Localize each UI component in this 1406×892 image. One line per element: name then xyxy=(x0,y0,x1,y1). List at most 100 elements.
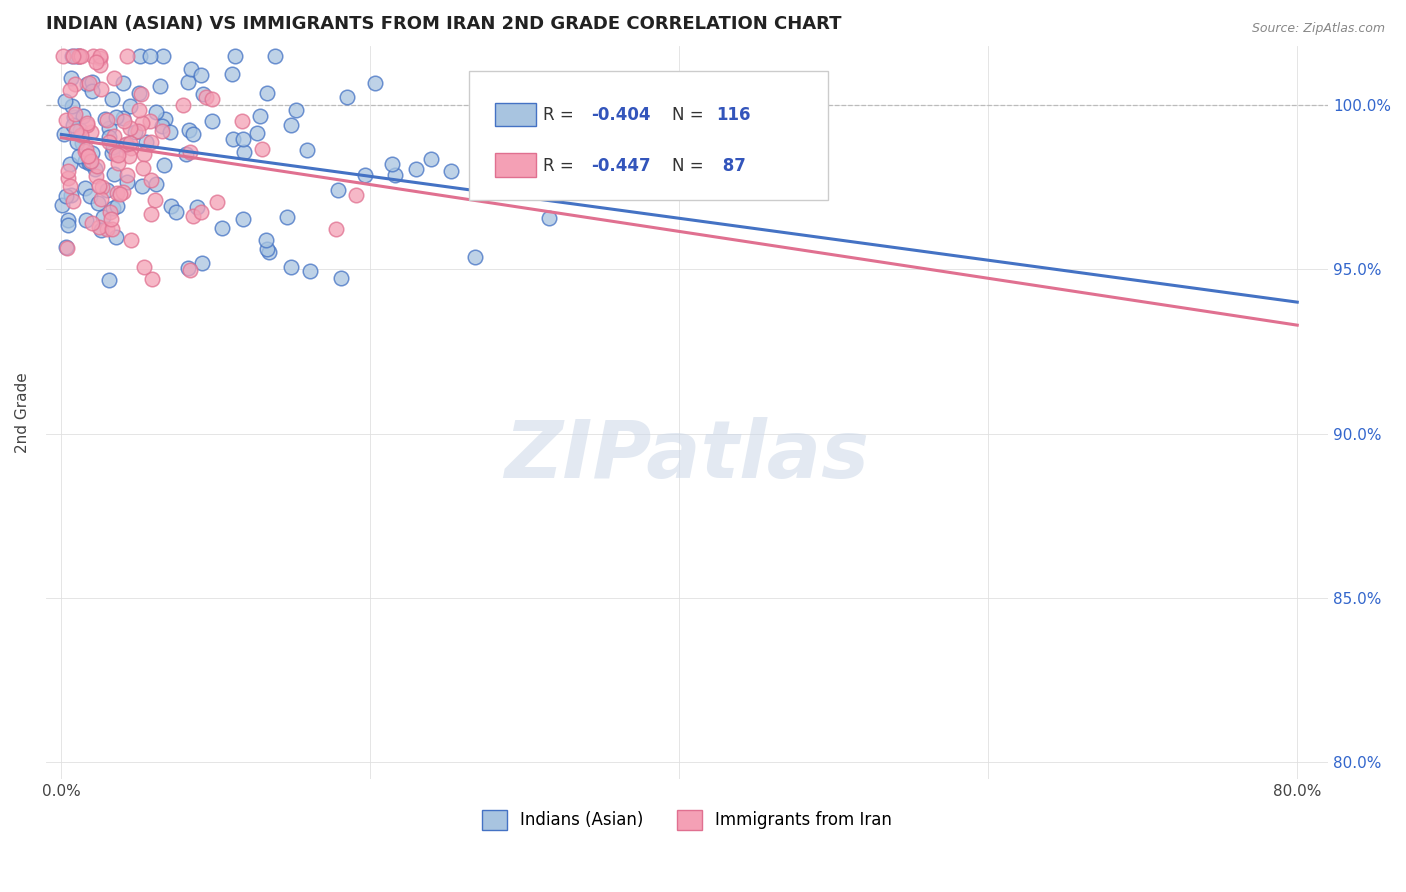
Point xyxy=(153,158,176,172)
Point xyxy=(59,83,82,97)
Point xyxy=(98,121,121,136)
Point xyxy=(118,121,141,136)
Point xyxy=(67,48,90,62)
Point xyxy=(79,189,101,203)
Point xyxy=(103,140,125,154)
Point xyxy=(118,136,141,150)
Point xyxy=(55,240,77,254)
Point xyxy=(56,218,79,232)
Point xyxy=(129,87,152,102)
Text: -0.447: -0.447 xyxy=(591,157,651,175)
Point xyxy=(77,149,100,163)
Point xyxy=(69,48,91,62)
Point xyxy=(246,126,269,140)
Text: N =: N = xyxy=(672,106,709,124)
Point xyxy=(82,215,104,229)
Point xyxy=(114,138,136,153)
Point xyxy=(118,99,141,113)
Point xyxy=(152,48,174,62)
Point xyxy=(84,169,107,183)
Point xyxy=(128,87,150,101)
Point xyxy=(232,211,254,226)
Point xyxy=(201,113,224,128)
Point xyxy=(55,113,77,128)
Point xyxy=(190,204,212,219)
Point xyxy=(90,193,112,207)
Point xyxy=(79,156,101,170)
Point xyxy=(83,162,105,177)
Text: R =: R = xyxy=(544,106,579,124)
Point xyxy=(76,116,98,130)
Point xyxy=(56,241,79,255)
Point xyxy=(353,168,375,182)
Point xyxy=(59,157,82,171)
Point xyxy=(62,194,84,208)
Point xyxy=(105,199,128,213)
Point xyxy=(132,161,155,176)
Point xyxy=(96,183,118,197)
Point xyxy=(295,143,318,157)
Point xyxy=(112,76,135,90)
Point xyxy=(221,67,243,81)
Point xyxy=(172,98,194,112)
Point xyxy=(326,183,349,197)
Point xyxy=(160,199,183,213)
Point xyxy=(56,213,79,227)
Point xyxy=(97,135,120,149)
Point xyxy=(149,78,172,93)
Point xyxy=(89,57,111,71)
Point xyxy=(89,51,111,65)
Point xyxy=(72,136,94,150)
Point xyxy=(73,154,96,169)
Point xyxy=(59,178,82,193)
Point xyxy=(82,48,104,62)
Point xyxy=(190,68,212,82)
Point xyxy=(66,135,89,149)
Text: 116: 116 xyxy=(717,106,751,124)
Point xyxy=(65,48,87,62)
Point xyxy=(76,118,98,132)
Point xyxy=(79,154,101,169)
Point xyxy=(105,147,128,161)
Point xyxy=(60,99,83,113)
Point xyxy=(280,118,302,132)
Point xyxy=(139,173,162,187)
Point xyxy=(82,84,104,98)
Point xyxy=(254,233,277,247)
Point xyxy=(107,147,129,161)
Point xyxy=(90,223,112,237)
Legend: Indians (Asian), Immigrants from Iran: Indians (Asian), Immigrants from Iran xyxy=(475,803,898,837)
Point xyxy=(51,198,73,212)
Point xyxy=(79,153,101,168)
Point xyxy=(55,189,77,203)
Point xyxy=(132,260,155,274)
Point xyxy=(519,90,541,104)
Point xyxy=(139,114,162,128)
Point xyxy=(257,244,280,259)
Point xyxy=(65,123,87,137)
Point xyxy=(105,230,128,244)
Point xyxy=(139,48,162,62)
Point xyxy=(177,75,200,89)
Text: -0.404: -0.404 xyxy=(591,106,651,124)
Point xyxy=(111,111,134,125)
Point xyxy=(53,94,76,108)
Point xyxy=(177,260,200,275)
Point xyxy=(464,250,486,264)
Point xyxy=(201,92,224,106)
Point xyxy=(186,201,208,215)
Point xyxy=(249,109,271,123)
Point xyxy=(103,128,125,143)
Text: N =: N = xyxy=(672,157,709,175)
Point xyxy=(131,116,153,130)
Point xyxy=(468,147,491,161)
Text: ZIPatlas: ZIPatlas xyxy=(505,417,869,495)
Point xyxy=(94,112,117,126)
Point xyxy=(91,210,114,224)
Point xyxy=(129,48,152,62)
Point xyxy=(90,81,112,95)
Point xyxy=(105,110,128,124)
FancyBboxPatch shape xyxy=(470,71,828,200)
Point xyxy=(110,187,132,202)
Point xyxy=(53,128,76,142)
